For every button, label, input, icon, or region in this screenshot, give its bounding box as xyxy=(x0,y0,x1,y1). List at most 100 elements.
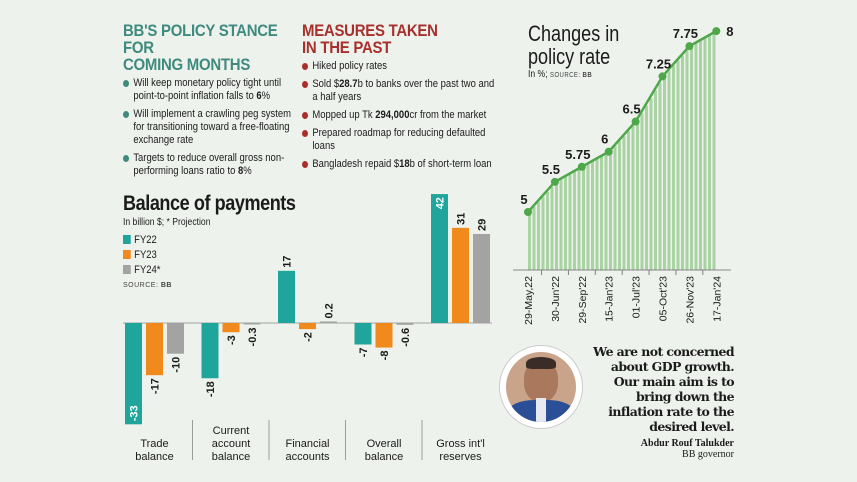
item-text: Will keep monetary policy tight until po… xyxy=(133,77,282,102)
list-item: Sold $28.7b to banks over the past two a… xyxy=(302,78,500,104)
legend-label: FY24* xyxy=(134,263,161,276)
data-label: -0.3 xyxy=(247,328,259,347)
legend-swatch xyxy=(123,235,131,244)
data-label: 6.5 xyxy=(623,102,641,117)
source-value: BB xyxy=(160,282,172,289)
area-stripe xyxy=(699,40,702,270)
data-label: -33 xyxy=(129,405,141,421)
policy-rate-header: Changes in policy rate In %; SOURCE: BB xyxy=(528,22,639,80)
area-stripe xyxy=(573,171,576,270)
data-label: 6 xyxy=(601,132,608,147)
area-stripe xyxy=(586,164,590,270)
governor-quote: We are not concerned about GDP growth. O… xyxy=(593,344,734,434)
item-text: Sold $ xyxy=(312,78,340,90)
area-stripe xyxy=(690,45,693,271)
area-stripe xyxy=(703,38,707,270)
item-text: 18 xyxy=(399,158,410,170)
title-line: policy rate xyxy=(528,44,611,69)
area-stripe xyxy=(658,83,662,271)
rate-line xyxy=(527,30,717,213)
area-stripe xyxy=(555,181,558,270)
x-tick-label: 26-Nov'23 xyxy=(684,276,696,324)
data-label: -18 xyxy=(205,381,217,397)
list-item: Hiked policy rates xyxy=(302,60,500,73)
area-stripe xyxy=(663,75,666,270)
list-item: Mopped up Tk 294,000cr from the market xyxy=(302,109,500,122)
bop-source: SOURCE: BB xyxy=(123,282,324,289)
bar-fy22 xyxy=(354,323,372,345)
item-text: % xyxy=(261,90,271,102)
policy-rate-title: Changes in policy rate xyxy=(528,22,619,68)
item-text: % xyxy=(243,165,252,177)
measures-section: MEASURES TAKEN IN THE PAST Hiked policy … xyxy=(302,22,522,176)
list-item: Bangladesh repaid $18b of short-term loa… xyxy=(302,158,500,171)
item-text: b of short-term loan xyxy=(409,158,492,170)
bullet-icon xyxy=(123,80,130,87)
title-line: BB'S POLICY STANCE FOR xyxy=(123,21,278,57)
area-stripe xyxy=(568,174,572,270)
data-label: 5.5 xyxy=(542,162,560,177)
area-stripe xyxy=(559,179,563,270)
legend-swatch xyxy=(123,265,131,274)
data-label: 0.2 xyxy=(324,303,336,318)
area-stripe xyxy=(532,206,536,270)
area-stripe xyxy=(645,105,648,271)
measures-title: MEASURES TAKEN IN THE PAST xyxy=(302,22,496,56)
area-stripe xyxy=(618,141,621,270)
item-text: 28.7 xyxy=(339,78,358,90)
data-point xyxy=(550,177,559,186)
title-line: IN THE PAST xyxy=(302,38,392,57)
data-point xyxy=(524,208,532,216)
item-text: 6 xyxy=(256,90,262,102)
category-label: accounts xyxy=(285,451,330,463)
item-text: cr from the market xyxy=(409,109,487,121)
area-stripe xyxy=(604,154,608,270)
x-tick-label: 29-Sep'22 xyxy=(577,276,589,324)
area-stripe xyxy=(640,113,644,271)
area-stripe xyxy=(541,196,545,270)
quote-block: We are not concerned about GDP growth. O… xyxy=(586,344,734,460)
data-label: -2 xyxy=(303,332,315,342)
x-tick-label: 30-Jun'22 xyxy=(550,276,562,322)
bar-fy22 xyxy=(431,194,448,323)
area-stripe xyxy=(564,176,567,270)
area-stripe xyxy=(600,156,603,270)
bullet-icon xyxy=(123,111,130,118)
category-label: balance xyxy=(365,451,404,463)
area-stripe xyxy=(712,33,716,270)
data-label: 29 xyxy=(477,219,489,231)
x-tick-label: 29-May,22 xyxy=(523,276,535,325)
area-stripe xyxy=(654,90,657,271)
item-text: 294,000 xyxy=(375,109,410,121)
bullet-icon xyxy=(302,112,309,119)
area-stripe xyxy=(636,120,639,271)
x-tick-label: 05-Oct'23 xyxy=(658,276,670,321)
list-item: Will keep monetary policy tight until po… xyxy=(123,77,295,103)
list-item: Prepared roadmap for reducing defaulted … xyxy=(302,127,500,153)
area-stripe xyxy=(528,212,531,270)
area-stripe xyxy=(685,50,689,270)
bullet-icon xyxy=(123,155,130,162)
legend-item: FY22 xyxy=(123,232,295,247)
area-stripe xyxy=(577,169,581,270)
x-tick-label: 01-Jul'23 xyxy=(631,276,643,318)
bullet-icon xyxy=(302,130,309,137)
source-label: SOURCE: xyxy=(549,72,581,79)
data-point xyxy=(712,27,721,36)
area-stripe xyxy=(708,35,711,271)
item-text: Prepared roadmap for reducing defaulted … xyxy=(312,127,486,152)
category-label: Trade xyxy=(140,438,168,450)
data-point xyxy=(685,42,694,51)
bar-fy22 xyxy=(201,323,219,379)
bop-subtitle: In billion $; * Projection xyxy=(123,217,211,228)
data-point xyxy=(604,147,613,156)
data-label: -3 xyxy=(226,335,238,345)
area-stripe xyxy=(537,201,540,270)
title-line: COMING MONTHS xyxy=(123,55,251,74)
legend-label: FY23 xyxy=(134,248,157,261)
bar-fy24 xyxy=(473,233,490,323)
bar-fy23 xyxy=(146,323,163,376)
category-label: Current xyxy=(213,425,250,437)
quote-author: Abdur Rouf Talukder xyxy=(640,438,734,449)
